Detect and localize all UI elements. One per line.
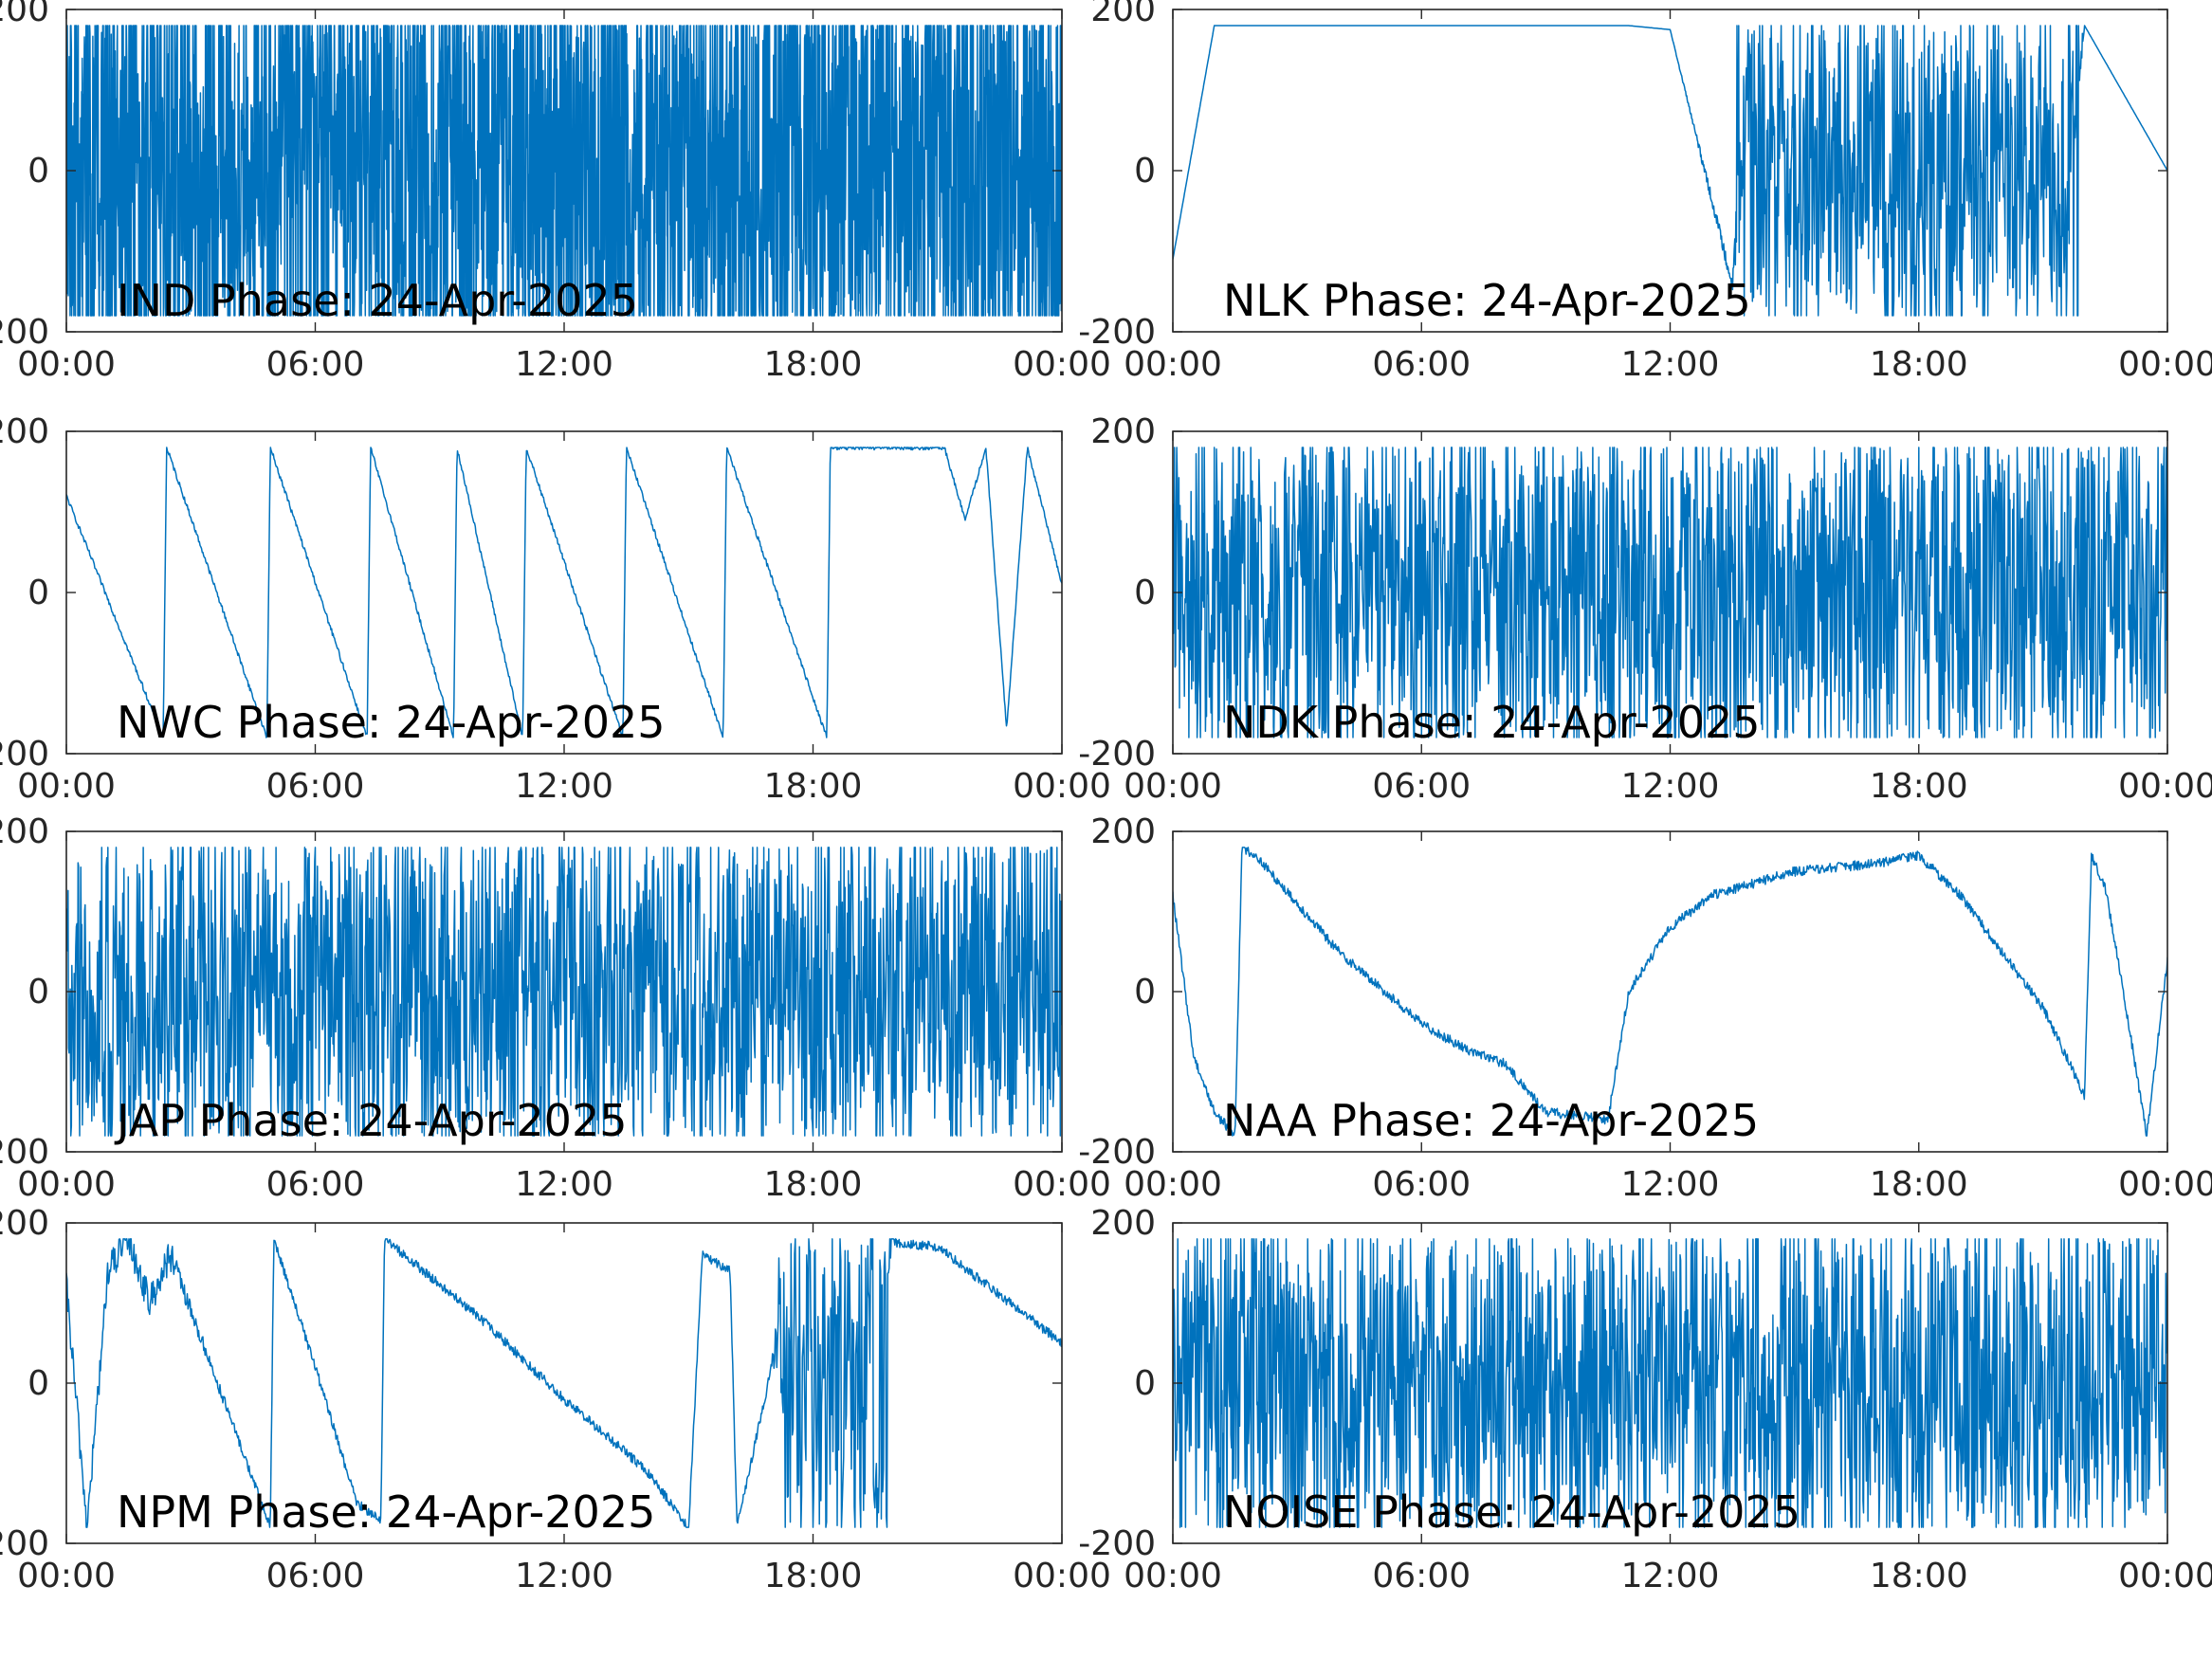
x-tick-label: 06:00 — [266, 1165, 365, 1204]
y-tick-label: 200 — [0, 812, 49, 851]
x-tick-label: 18:00 — [1870, 1165, 1968, 1204]
x-tick-label: 06:00 — [266, 1557, 365, 1595]
x-tick-label: 06:00 — [266, 767, 365, 806]
x-tick-label: 12:00 — [1621, 345, 1720, 384]
panel-title: NLK Phase: 24-Apr-2025 — [1223, 275, 1751, 326]
y-tick-label: -200 — [1078, 735, 1156, 774]
panel-title: NWC Phase: 24-Apr-2025 — [117, 697, 666, 748]
x-tick-label: 06:00 — [266, 345, 365, 384]
x-tick-label: 00:00 — [2118, 767, 2212, 806]
y-tick-label: 200 — [1090, 1204, 1156, 1243]
x-tick-label: 06:00 — [1372, 1165, 1471, 1204]
x-tick-label: 00:00 — [2118, 1165, 2212, 1204]
phase-trace — [66, 447, 1062, 738]
x-tick-label: 12:00 — [515, 1165, 613, 1204]
y-tick-label: 200 — [1090, 812, 1156, 851]
x-tick-label: 00:00 — [1013, 1165, 1111, 1204]
phase-trace — [1173, 447, 2167, 738]
x-tick-label: 00:00 — [1013, 345, 1111, 384]
y-tick-label: 0 — [27, 973, 49, 1012]
x-tick-label: 00:00 — [1013, 1557, 1111, 1595]
panel-title: NAA Phase: 24-Apr-2025 — [1223, 1095, 1759, 1146]
x-tick-label: 18:00 — [764, 767, 863, 806]
y-tick-label: -200 — [1078, 1133, 1156, 1172]
x-tick-label: 12:00 — [515, 345, 613, 384]
y-tick-label: 0 — [27, 152, 49, 191]
y-tick-label: 0 — [1134, 973, 1156, 1012]
x-tick-label: 00:00 — [1124, 1557, 1222, 1595]
y-tick-label: 200 — [1090, 0, 1156, 29]
x-tick-label: 06:00 — [1372, 1557, 1471, 1595]
x-tick-label: 00:00 — [1013, 767, 1111, 806]
y-tick-label: -200 — [0, 1133, 49, 1172]
phase-trace — [1173, 1238, 2167, 1528]
panel-title: NPM Phase: 24-Apr-2025 — [117, 1486, 655, 1538]
x-tick-label: 18:00 — [1870, 345, 1968, 384]
x-tick-label: 18:00 — [764, 345, 863, 384]
x-tick-label: 06:00 — [1372, 767, 1471, 806]
y-tick-label: 0 — [1134, 152, 1156, 191]
x-tick-label: 00:00 — [17, 1165, 116, 1204]
phase-trace — [66, 1238, 1062, 1528]
x-tick-label: 12:00 — [515, 1557, 613, 1595]
x-tick-label: 00:00 — [1124, 1165, 1222, 1204]
phase-trace — [66, 25, 1062, 317]
x-tick-label: 18:00 — [764, 1557, 863, 1595]
y-tick-label: 0 — [1134, 1364, 1156, 1403]
x-tick-label: 00:00 — [17, 1557, 116, 1595]
y-tick-label: -200 — [1078, 313, 1156, 352]
x-tick-label: 12:00 — [1621, 1165, 1720, 1204]
y-tick-label: -200 — [0, 313, 49, 352]
phase-trace — [1173, 25, 2167, 317]
x-tick-label: 00:00 — [2118, 345, 2212, 384]
y-tick-label: 200 — [0, 0, 49, 29]
panel-title: JAP Phase: 24-Apr-2025 — [114, 1095, 627, 1146]
x-tick-label: 00:00 — [1124, 767, 1222, 806]
phase-trace — [1173, 847, 2167, 1137]
x-tick-label: 00:00 — [1124, 345, 1222, 384]
x-tick-label: 18:00 — [1870, 1557, 1968, 1595]
x-tick-label: 12:00 — [1621, 767, 1720, 806]
plot-area — [1173, 831, 2167, 1152]
panel-title: NOISE Phase: 24-Apr-2025 — [1223, 1486, 1801, 1538]
x-tick-label: 06:00 — [1372, 345, 1471, 384]
panel-title: IND Phase: 24-Apr-2025 — [117, 275, 638, 326]
y-tick-label: 0 — [27, 574, 49, 612]
y-tick-label: -200 — [0, 735, 49, 774]
panel-title: NDK Phase: 24-Apr-2025 — [1223, 697, 1761, 748]
y-tick-label: 200 — [1090, 412, 1156, 451]
y-tick-label: 200 — [0, 412, 49, 451]
phase-trace — [66, 847, 1062, 1137]
x-tick-label: 00:00 — [17, 345, 116, 384]
x-tick-label: 18:00 — [764, 1165, 863, 1204]
x-tick-label: 12:00 — [515, 767, 613, 806]
x-tick-label: 00:00 — [17, 767, 116, 806]
y-tick-label: -200 — [0, 1524, 49, 1563]
plot-area — [66, 1223, 1062, 1543]
y-tick-label: -200 — [1078, 1524, 1156, 1563]
y-tick-label: 200 — [0, 1204, 49, 1243]
x-tick-label: 00:00 — [2118, 1557, 2212, 1595]
y-tick-label: 0 — [27, 1364, 49, 1403]
y-tick-label: 0 — [1134, 574, 1156, 612]
x-tick-label: 12:00 — [1621, 1557, 1720, 1595]
plot-area — [66, 431, 1062, 754]
x-tick-label: 18:00 — [1870, 767, 1968, 806]
